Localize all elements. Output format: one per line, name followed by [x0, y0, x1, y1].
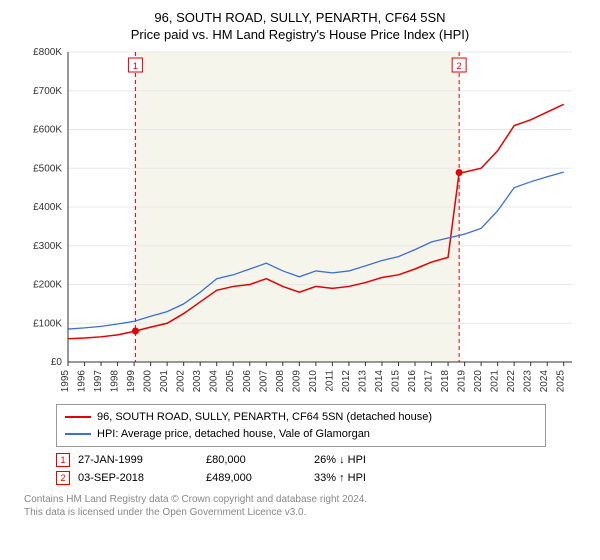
legend-row-hpi: HPI: Average price, detached house, Vale…	[65, 426, 537, 443]
chart-area: £0 £100K £200K £300K £400K £500K £600K £700K £80…	[20, 48, 580, 398]
svg-text:2003: 2003	[192, 370, 203, 393]
svg-text:1999: 1999	[126, 370, 137, 393]
svg-text:2010: 2010	[308, 370, 319, 393]
title-line-1: 96, SOUTH ROAD, SULLY, PENARTH, CF64 5SN	[12, 10, 588, 25]
title-block: 96, SOUTH ROAD, SULLY, PENARTH, CF64 5SN…	[12, 10, 588, 42]
footer-line-1: Contains HM Land Registry data © Crown c…	[24, 493, 576, 506]
transaction-date: 03-SEP-2018	[78, 472, 198, 484]
legend-row-property: 96, SOUTH ROAD, SULLY, PENARTH, CF64 5SN…	[65, 409, 537, 426]
svg-text:2022: 2022	[506, 370, 517, 393]
transaction-row: 2 03-SEP-2018 £489,000 33% ↑ HPI	[56, 469, 588, 487]
transaction-delta: 33% ↑ HPI	[314, 472, 366, 484]
svg-text:2006: 2006	[242, 370, 253, 393]
svg-text:2007: 2007	[258, 370, 269, 393]
svg-text:2018: 2018	[440, 370, 451, 393]
svg-text:£100K: £100K	[33, 318, 62, 329]
svg-text:2011: 2011	[324, 370, 335, 392]
svg-text:£500K: £500K	[33, 163, 62, 174]
svg-text:£300K: £300K	[33, 241, 62, 252]
svg-text:2020: 2020	[473, 370, 484, 393]
svg-text:£600K: £600K	[33, 125, 62, 136]
svg-text:2023: 2023	[523, 370, 534, 393]
svg-text:1995: 1995	[60, 370, 71, 393]
footer-line-2: This data is licensed under the Open Gov…	[24, 506, 576, 519]
transaction-marker-icon: 1	[56, 453, 70, 467]
svg-text:2001: 2001	[159, 370, 170, 393]
svg-text:2025: 2025	[556, 370, 567, 393]
svg-text:1997: 1997	[93, 370, 104, 393]
svg-text:£700K: £700K	[33, 86, 62, 97]
legend-label-property: 96, SOUTH ROAD, SULLY, PENARTH, CF64 5SN…	[97, 409, 432, 426]
svg-text:£400K: £400K	[33, 202, 62, 213]
legend-label-hpi: HPI: Average price, detached house, Vale…	[97, 426, 370, 443]
svg-text:£200K: £200K	[33, 280, 62, 291]
svg-text:2005: 2005	[225, 370, 236, 393]
transaction-date: 27-JAN-1999	[78, 454, 198, 466]
footer-note: Contains HM Land Registry data © Crown c…	[24, 493, 576, 519]
svg-text:1996: 1996	[77, 370, 88, 393]
legend-swatch-hpi	[65, 433, 91, 435]
transaction-marker-icon: 2	[56, 471, 70, 485]
svg-text:1998: 1998	[110, 370, 121, 393]
transactions-table: 1 27-JAN-1999 £80,000 26% ↓ HPI 2 03-SEP…	[56, 451, 588, 487]
transaction-price: £489,000	[206, 472, 306, 484]
svg-text:2021: 2021	[490, 370, 501, 393]
svg-text:£800K: £800K	[33, 48, 62, 58]
legend-swatch-property	[65, 416, 91, 418]
legend-box: 96, SOUTH ROAD, SULLY, PENARTH, CF64 5SN…	[56, 404, 546, 447]
svg-text:2: 2	[457, 61, 462, 71]
svg-text:2019: 2019	[457, 370, 468, 393]
svg-text:2000: 2000	[143, 370, 154, 393]
svg-text:2016: 2016	[407, 370, 418, 393]
svg-text:2002: 2002	[176, 370, 187, 393]
svg-text:2012: 2012	[341, 370, 352, 393]
svg-text:2009: 2009	[291, 370, 302, 393]
svg-text:2024: 2024	[539, 370, 550, 393]
svg-text:2013: 2013	[357, 370, 368, 393]
svg-text:£0: £0	[51, 357, 63, 368]
svg-text:1: 1	[133, 61, 138, 71]
title-line-2: Price paid vs. HM Land Registry's House …	[12, 27, 588, 42]
svg-text:2004: 2004	[209, 370, 220, 393]
transaction-price: £80,000	[206, 454, 306, 466]
chart-svg: £0 £100K £200K £300K £400K £500K £600K £700K £80…	[20, 48, 580, 398]
svg-text:2015: 2015	[390, 370, 401, 393]
transaction-delta: 26% ↓ HPI	[314, 454, 366, 466]
svg-text:2017: 2017	[424, 370, 435, 393]
chart-container: 96, SOUTH ROAD, SULLY, PENARTH, CF64 5SN…	[0, 0, 600, 560]
transaction-row: 1 27-JAN-1999 £80,000 26% ↓ HPI	[56, 451, 588, 469]
svg-text:2014: 2014	[374, 370, 385, 393]
svg-text:2008: 2008	[275, 370, 286, 393]
